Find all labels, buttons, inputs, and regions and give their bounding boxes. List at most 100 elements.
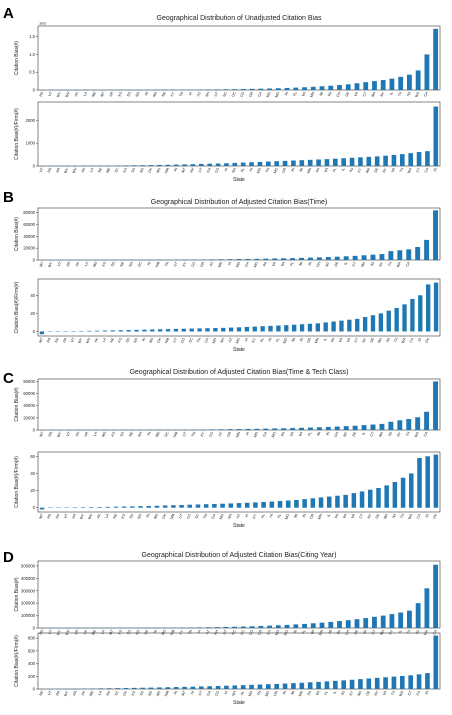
x-tick-label: CT (354, 337, 360, 344)
bar (254, 258, 260, 260)
bar (190, 686, 196, 689)
y-tick-label: 0 (33, 329, 36, 334)
bar (274, 683, 279, 689)
x-tick-label: AK (74, 91, 80, 98)
x-tick-label: NE (119, 261, 125, 268)
x-tick-label: VT (48, 91, 54, 98)
x-tick-label: HI (190, 690, 195, 695)
x-tick-label: MO (274, 91, 280, 98)
bar (261, 501, 266, 508)
x-tick-label: MO (235, 337, 241, 344)
y-tick-label: 0 (33, 258, 36, 263)
x-tick-label: UT (222, 629, 228, 636)
bar (384, 485, 389, 508)
x-tick-label: WI (338, 337, 343, 343)
x-tick-label: DE (353, 629, 359, 636)
x-tick-label: LA (83, 91, 89, 97)
y-tick-label: 0 (33, 164, 36, 169)
x-tick-label: SC (188, 337, 194, 344)
x-tick-label: AK (81, 690, 87, 697)
x-tick-label: WI (298, 431, 303, 437)
x-tick-label: WY (56, 431, 62, 438)
x-tick-label: IN (302, 513, 307, 518)
x-tick-label: MT (39, 431, 45, 438)
x-tick-label: AK (94, 337, 100, 344)
x-tick-label: WA (407, 513, 413, 520)
bar (299, 682, 305, 689)
x-tick-label: TX (406, 629, 412, 635)
x-tick-label: CT (407, 690, 413, 697)
x-tick-label: IL (361, 431, 366, 435)
bar (345, 620, 351, 628)
bar (407, 74, 412, 90)
x-tick-label: FL (289, 261, 294, 266)
x-tick-label: MT (39, 261, 45, 268)
bar (415, 70, 421, 90)
bar (376, 488, 381, 508)
bar (105, 506, 110, 508)
bar (171, 505, 176, 508)
x-tick-label: TN (191, 431, 197, 437)
bar (407, 610, 412, 628)
x-tick-label: IN (325, 431, 330, 436)
bar (214, 89, 220, 90)
x-tick-label: AR (109, 91, 115, 98)
bar (284, 325, 289, 332)
x-tick-label: PA (307, 690, 313, 696)
bar (39, 331, 45, 335)
panel-0-top-frame (37, 25, 441, 91)
x-tick-label: PR (55, 690, 61, 697)
bar (130, 506, 135, 508)
x-tick-label: ND (133, 337, 139, 344)
y-axis-label: Citation Bias(#)/Firm(#) (14, 108, 20, 160)
bar (257, 684, 263, 689)
y-tick-label: 1.5 (29, 34, 35, 39)
x-tick-label: AK (75, 431, 81, 438)
y-tick-label: 600 (28, 648, 36, 653)
y-tick-label: 0 (33, 88, 36, 93)
bar (310, 498, 316, 508)
x-tick-label: PR (46, 337, 52, 344)
y-tick-label: 1000 (26, 141, 36, 146)
bar (325, 257, 331, 260)
x-tick-label: MS (152, 91, 158, 98)
x-tick-label: RI (141, 337, 146, 342)
x-tick-label: SC (114, 167, 120, 174)
bar (372, 616, 377, 628)
bar (392, 482, 398, 508)
x-tick-label: IA (244, 513, 249, 518)
x-tick-label: ME (91, 91, 97, 98)
y-axis-label: Citation Bias(#)/Firm(#) (14, 635, 20, 687)
y-axis-label: Citation Bias(#)/Firm(#) (14, 281, 20, 333)
x-tick-label: ND (135, 91, 141, 98)
x-tick-label: AL (260, 513, 265, 519)
bar (187, 504, 193, 508)
x-tick-label: TN (265, 167, 271, 173)
x-tick-label: ND (135, 629, 141, 636)
x-tick-label: TX (387, 261, 393, 267)
bar (425, 456, 430, 508)
x-tick-label: OR (226, 431, 232, 438)
x-tick-label: AL (240, 167, 245, 173)
bar (115, 165, 120, 166)
bar (328, 85, 334, 90)
bar (189, 328, 194, 332)
bar (337, 621, 342, 628)
bar (209, 259, 215, 260)
bar (209, 429, 215, 430)
bar (334, 256, 340, 260)
bar (425, 673, 430, 689)
x-tick-label: NY (367, 513, 373, 520)
y-tick-label: 20 (30, 311, 35, 316)
x-tick-label: NY (396, 431, 402, 438)
bar (254, 428, 260, 430)
panel-title: Geographical Distribution of Adjusted Ci… (142, 552, 337, 559)
bar (316, 681, 321, 689)
y-tick-label: 80000 (23, 210, 35, 215)
x-tick-label: CA (423, 431, 429, 438)
bar (299, 160, 305, 166)
x-tick-label: AZ (228, 337, 234, 344)
x-tick-label: SD (126, 629, 132, 636)
bar (224, 163, 229, 166)
x-tick-label: NE (161, 91, 167, 98)
